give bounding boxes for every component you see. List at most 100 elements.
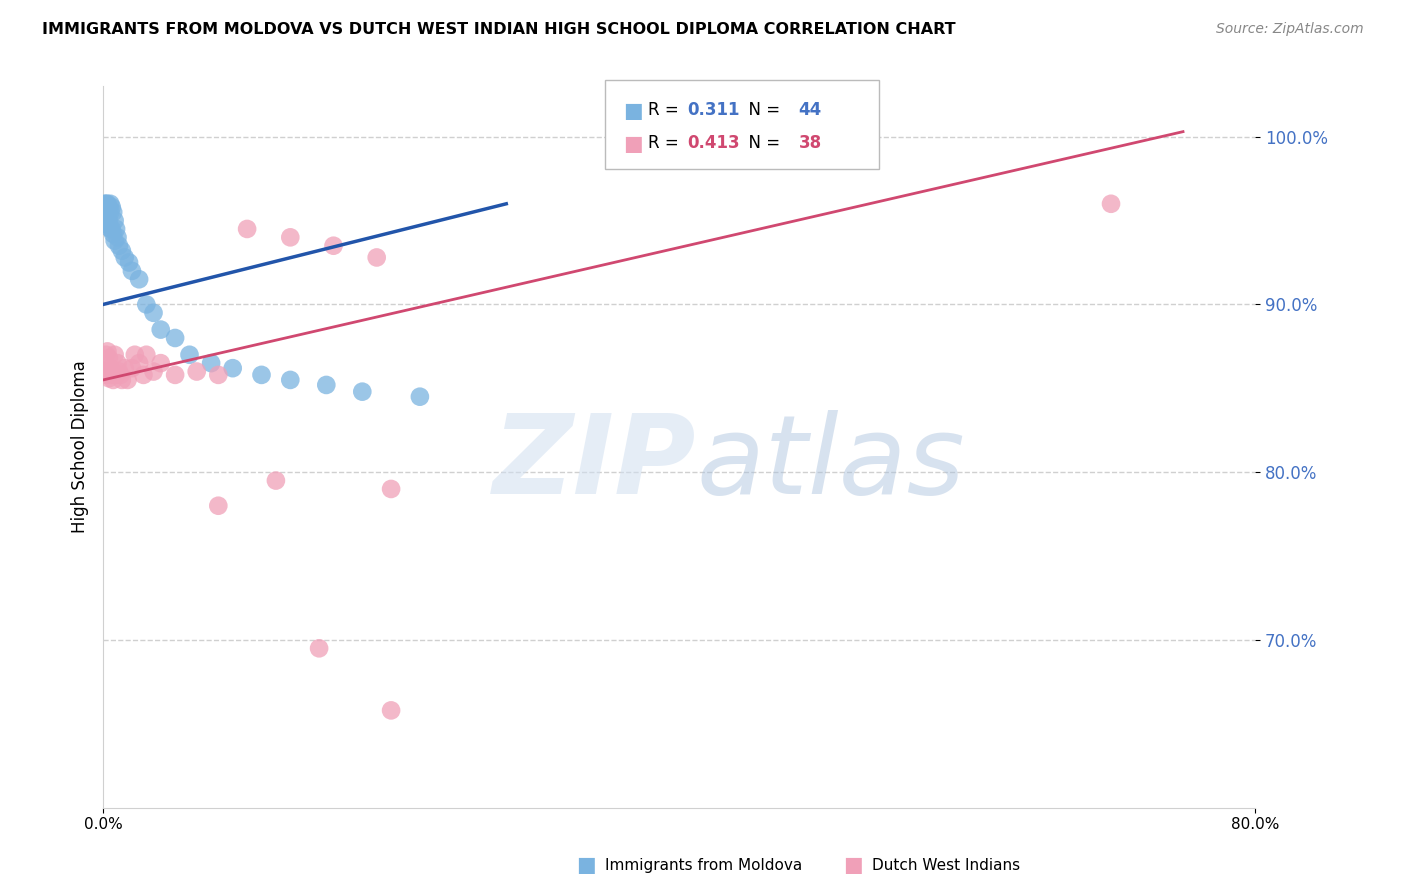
Point xyxy=(94,217,117,231)
Text: ■: ■ xyxy=(844,855,863,875)
Point xyxy=(179,348,201,362)
Point xyxy=(149,323,172,337)
Point xyxy=(94,205,117,219)
Point xyxy=(236,222,259,236)
Point xyxy=(98,361,121,376)
Text: ■: ■ xyxy=(576,855,596,875)
Point xyxy=(104,234,127,248)
Point xyxy=(132,368,155,382)
Point xyxy=(366,251,388,265)
Point xyxy=(93,211,115,225)
Point xyxy=(93,205,115,219)
Point xyxy=(207,368,229,382)
Point xyxy=(114,251,136,265)
Point xyxy=(96,365,118,379)
Point xyxy=(93,365,115,379)
Point xyxy=(149,356,172,370)
Point xyxy=(121,264,143,278)
Text: 38: 38 xyxy=(799,134,821,152)
Point xyxy=(128,356,150,370)
Text: ■: ■ xyxy=(623,134,643,153)
Point xyxy=(96,211,118,225)
Point xyxy=(278,230,301,244)
Point xyxy=(104,348,127,362)
Point xyxy=(308,641,330,656)
Point xyxy=(94,348,117,362)
Point xyxy=(135,348,157,362)
Point xyxy=(200,356,222,370)
Point xyxy=(110,368,132,382)
Point xyxy=(352,384,374,399)
Point xyxy=(96,344,118,359)
Point xyxy=(264,474,287,488)
Point xyxy=(107,356,129,370)
Point xyxy=(93,196,115,211)
Point xyxy=(124,348,146,362)
Point xyxy=(97,200,120,214)
Point xyxy=(97,351,120,365)
Point xyxy=(222,361,245,376)
Text: R =: R = xyxy=(648,134,685,152)
Point xyxy=(409,390,432,404)
Point xyxy=(142,306,165,320)
Point xyxy=(103,373,125,387)
Y-axis label: High School Diploma: High School Diploma xyxy=(72,360,89,533)
Point xyxy=(94,368,117,382)
Point xyxy=(380,482,402,496)
Point xyxy=(135,297,157,311)
Point xyxy=(111,373,134,387)
Point xyxy=(142,365,165,379)
Point xyxy=(128,272,150,286)
Point xyxy=(117,373,139,387)
Point xyxy=(100,368,122,382)
Point xyxy=(97,371,120,385)
Point xyxy=(186,365,208,379)
Point xyxy=(107,230,129,244)
Point xyxy=(94,196,117,211)
Point xyxy=(94,211,117,225)
Text: ■: ■ xyxy=(623,101,643,120)
Point xyxy=(108,365,131,379)
Point xyxy=(97,213,120,227)
Text: 44: 44 xyxy=(799,101,823,119)
Point xyxy=(1099,196,1122,211)
Point xyxy=(121,361,143,376)
Point xyxy=(315,378,337,392)
Point xyxy=(94,200,117,214)
Point xyxy=(98,222,121,236)
Point xyxy=(278,373,301,387)
Point xyxy=(207,499,229,513)
Point xyxy=(98,196,121,211)
Point xyxy=(96,202,118,216)
Text: N =: N = xyxy=(738,134,786,152)
Text: Immigrants from Moldova: Immigrants from Moldova xyxy=(605,858,801,872)
Point xyxy=(165,331,187,345)
Text: Source: ZipAtlas.com: Source: ZipAtlas.com xyxy=(1216,22,1364,37)
Text: N =: N = xyxy=(738,101,786,119)
Point xyxy=(250,368,273,382)
Point xyxy=(100,200,122,214)
Point xyxy=(111,244,134,258)
Point xyxy=(93,202,115,216)
Text: Dutch West Indians: Dutch West Indians xyxy=(872,858,1019,872)
Point xyxy=(165,368,187,382)
Point xyxy=(118,255,141,269)
Text: 0.311: 0.311 xyxy=(688,101,740,119)
Text: atlas: atlas xyxy=(696,410,965,517)
Point xyxy=(105,368,128,382)
Point xyxy=(98,205,121,219)
Point xyxy=(96,217,118,231)
Text: IMMIGRANTS FROM MOLDOVA VS DUTCH WEST INDIAN HIGH SCHOOL DIPLOMA CORRELATION CHA: IMMIGRANTS FROM MOLDOVA VS DUTCH WEST IN… xyxy=(42,22,956,37)
Point xyxy=(108,238,131,252)
Point xyxy=(114,361,136,376)
Point xyxy=(100,222,122,236)
Text: ZIP: ZIP xyxy=(492,410,696,517)
Point xyxy=(103,227,125,241)
Text: R =: R = xyxy=(648,101,685,119)
Point xyxy=(380,703,402,717)
Point xyxy=(105,222,128,236)
Point xyxy=(103,205,125,219)
Point xyxy=(104,213,127,227)
Text: 0.413: 0.413 xyxy=(688,134,740,152)
Point xyxy=(96,196,118,211)
